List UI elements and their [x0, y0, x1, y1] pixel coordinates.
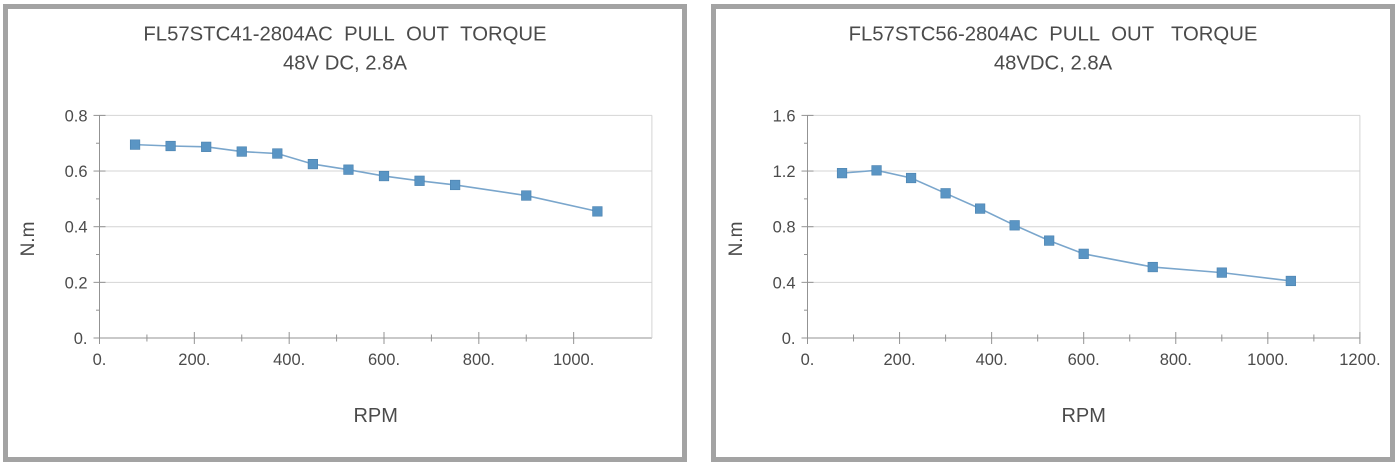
svg-text:1.2: 1.2 [773, 163, 796, 181]
svg-text:N.m: N.m [726, 222, 747, 257]
svg-text:0.: 0. [801, 351, 815, 369]
svg-text:48V DC, 2.8A: 48V DC, 2.8A [283, 53, 407, 75]
svg-text:0.4: 0.4 [773, 274, 796, 292]
svg-text:FL57STC41-2804AC PULL OUT T: FL57STC41-2804AC PULL OUT TORQUE [143, 24, 546, 46]
svg-text:200.: 200. [884, 351, 916, 369]
svg-text:200.: 200. [178, 351, 210, 369]
svg-text:0.8: 0.8 [65, 107, 88, 125]
svg-text:N.m: N.m [18, 222, 39, 257]
svg-text:1200.: 1200. [1339, 351, 1380, 369]
svg-text:0.: 0. [74, 330, 88, 348]
svg-text:400.: 400. [273, 351, 305, 369]
svg-text:1000.: 1000. [553, 351, 594, 369]
svg-text:0.: 0. [93, 351, 107, 369]
svg-text:600.: 600. [1068, 351, 1100, 369]
svg-text:0.2: 0.2 [65, 274, 88, 292]
svg-text:600.: 600. [368, 351, 400, 369]
svg-text:1000.: 1000. [1247, 351, 1288, 369]
svg-text:1.6: 1.6 [773, 107, 796, 125]
svg-text:800.: 800. [1160, 351, 1192, 369]
svg-text:0.8: 0.8 [773, 219, 796, 237]
svg-text:0.4: 0.4 [65, 219, 88, 237]
svg-text:RPM: RPM [1061, 405, 1105, 427]
svg-text:48VDC, 2.8A: 48VDC, 2.8A [994, 53, 1113, 75]
svg-text:RPM: RPM [353, 405, 397, 427]
svg-text:0.: 0. [782, 330, 796, 348]
svg-text:400.: 400. [976, 351, 1008, 369]
svg-text:0.6: 0.6 [65, 163, 88, 181]
svg-text:800.: 800. [463, 351, 495, 369]
svg-text:FL57STC56-2804AC PULL OUT: FL57STC56-2804AC PULL OUT TORQUE [849, 24, 1258, 46]
